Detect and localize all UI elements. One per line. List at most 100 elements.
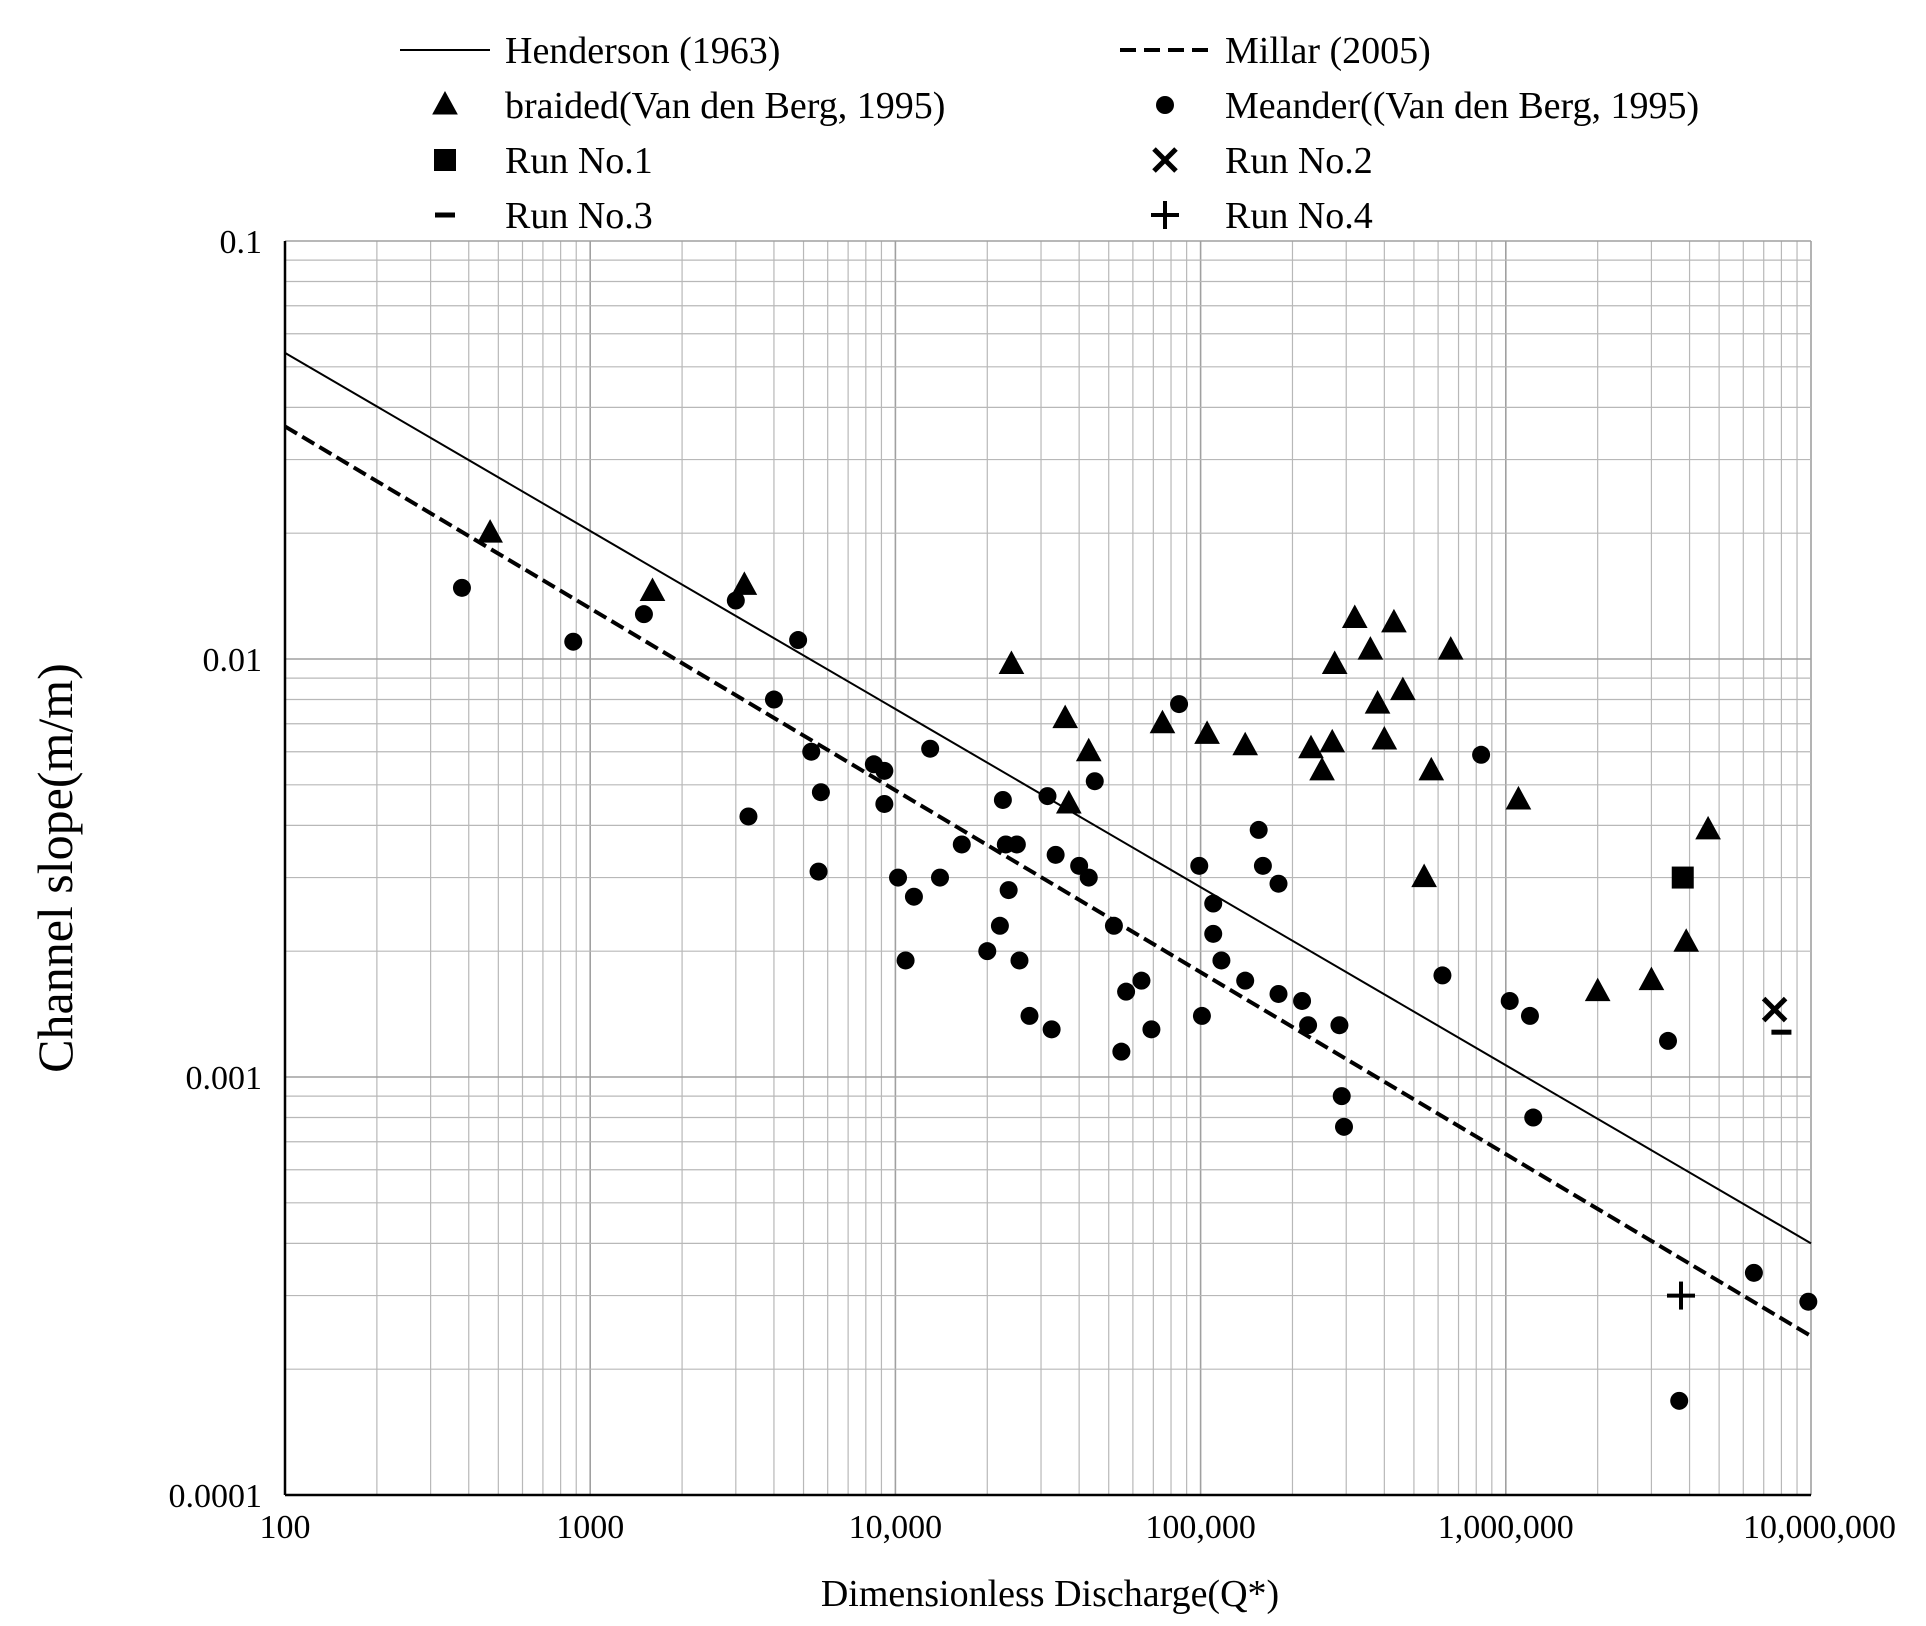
- meander-point: [1500, 991, 1519, 1010]
- meander-point: [875, 761, 894, 780]
- legend-entry-braided: braided(Van den Berg, 1995): [432, 85, 945, 127]
- meander-point: [952, 835, 971, 854]
- meander-point: [904, 887, 923, 906]
- meander-point: [1744, 1263, 1763, 1282]
- meander-point: [1079, 868, 1098, 887]
- x-tick-label: 100,000: [1145, 1509, 1256, 1546]
- x-stroke: [1761, 996, 1788, 1023]
- meander-point: [990, 916, 1009, 935]
- meander-point: [1132, 971, 1151, 990]
- legend-entry-run2: Run No.2: [1152, 140, 1373, 182]
- braided-point: [998, 650, 1025, 675]
- braided-points: [477, 519, 1721, 1002]
- x-tick-label: 10,000,000: [1743, 1509, 1896, 1546]
- meander-point: [999, 881, 1018, 900]
- meander-point: [1192, 1006, 1211, 1025]
- legend: Henderson (1963) Millar (2005) braided(Van…: [400, 30, 1699, 237]
- braided-point: [477, 519, 503, 543]
- meander-point: [764, 690, 783, 709]
- braided-point: [1673, 928, 1700, 952]
- meander-point: [1269, 984, 1288, 1003]
- meander-point: [1253, 856, 1272, 875]
- braided-point: [1437, 636, 1464, 660]
- x-stroke: [1152, 147, 1178, 173]
- meander-point: [1330, 1016, 1349, 1035]
- braided-point: [1149, 709, 1176, 734]
- legend-entry-millar: Millar (2005): [1120, 30, 1431, 72]
- run2-point: [1761, 996, 1788, 1023]
- braided-point: [1194, 720, 1220, 744]
- run2-points: [1761, 996, 1788, 1023]
- legend-dash-swatch: [435, 212, 455, 218]
- braided-point: [1075, 737, 1102, 762]
- meander-points: [452, 578, 1818, 1410]
- meander-point: [1332, 1087, 1351, 1106]
- meander-point: [1038, 787, 1057, 806]
- x-tick-label: 10,000: [849, 1509, 943, 1546]
- braided-point: [1232, 731, 1259, 756]
- meander-point: [811, 783, 830, 802]
- run1-point: [1671, 866, 1694, 889]
- braided-point: [1309, 756, 1335, 781]
- braided-point: [1321, 650, 1348, 675]
- braided-point: [1052, 704, 1079, 729]
- meander-point: [1112, 1042, 1131, 1061]
- y-tick-label: 0.01: [203, 642, 263, 679]
- tick-labels: 100 1000 10,000 100,000 1,000,000 10,000,000 0…: [169, 224, 1897, 1546]
- meander-point: [1204, 894, 1223, 913]
- meander-point: [875, 794, 894, 813]
- meander-point: [564, 632, 583, 651]
- grid: [284, 240, 1812, 1496]
- meander-point: [1670, 1391, 1689, 1410]
- braided-point: [1319, 728, 1346, 753]
- meander-point: [1046, 845, 1065, 864]
- meander-point: [1249, 820, 1268, 839]
- meander-point: [1190, 856, 1209, 875]
- legend-label: Run No.1: [505, 140, 653, 182]
- run3-points: [1771, 1029, 1792, 1035]
- legend-entry-meander: Meander((Van den Berg, 1995): [1156, 85, 1699, 127]
- meander-point: [809, 862, 828, 881]
- meander-point: [789, 631, 808, 650]
- braided-point: [1371, 725, 1398, 750]
- run1-points: [1671, 866, 1694, 889]
- x-tick-label: 100: [260, 1509, 311, 1546]
- meander-point: [1010, 951, 1029, 970]
- meander-point: [1293, 991, 1312, 1010]
- meander-point: [1007, 835, 1026, 854]
- millar-line: [283, 424, 1813, 1338]
- y-tick-label: 0.001: [186, 1060, 263, 1097]
- x-tick-label: 1,000,000: [1438, 1509, 1574, 1546]
- meander-point: [889, 868, 908, 887]
- run4-points: [1666, 1281, 1695, 1310]
- braided-point: [1505, 785, 1532, 810]
- legend-label: Run No.4: [1225, 195, 1373, 237]
- reference-lines: [283, 351, 1813, 1338]
- braided-point: [731, 571, 758, 595]
- meander-point: [452, 578, 471, 597]
- braided-point: [1055, 789, 1082, 814]
- braided-point: [1584, 977, 1611, 1002]
- meander-point: [1799, 1292, 1818, 1311]
- legend-label: Millar (2005): [1225, 30, 1431, 72]
- legend-entry-run1: Run No.1: [434, 140, 653, 182]
- legend-entry-henderson: Henderson (1963): [400, 30, 780, 72]
- run3-point: [1771, 1029, 1792, 1035]
- y-tick-label: 0.1: [220, 224, 263, 261]
- meander-point: [1659, 1031, 1678, 1050]
- braided-point: [1381, 608, 1407, 633]
- axes: [283, 241, 1811, 1497]
- meander-point: [1236, 971, 1255, 990]
- meander-point: [1142, 1020, 1161, 1039]
- meander-point: [1170, 695, 1189, 714]
- meander-point: [1520, 1006, 1539, 1025]
- run4-point: [1666, 1281, 1695, 1310]
- meander-point: [739, 807, 758, 826]
- meander-point: [1204, 924, 1223, 943]
- braided-point: [1298, 734, 1324, 759]
- braided-point: [639, 577, 666, 602]
- legend-label: braided(Van den Berg, 1995): [505, 85, 945, 127]
- legend-plus-swatch: [1151, 201, 1179, 229]
- legend-label: Run No.3: [505, 195, 653, 237]
